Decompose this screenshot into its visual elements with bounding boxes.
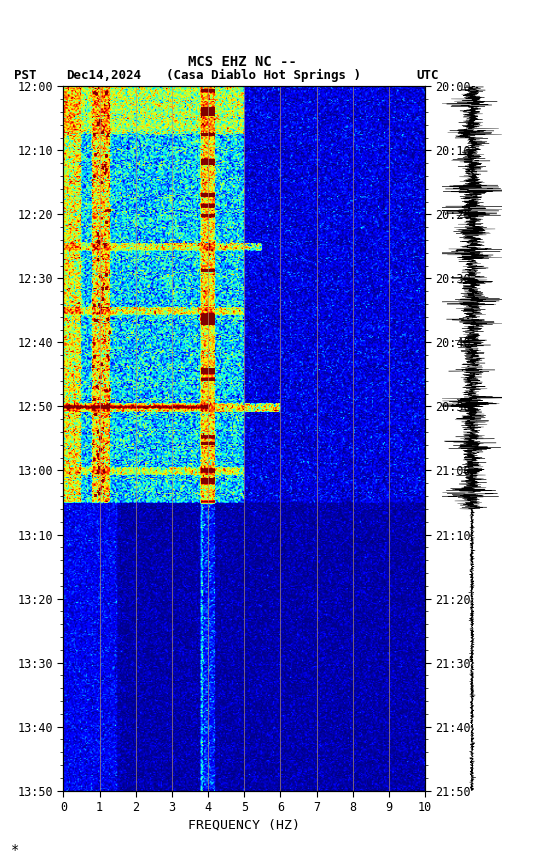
Text: UTC: UTC xyxy=(417,69,439,82)
Text: Dec14,2024: Dec14,2024 xyxy=(66,69,141,82)
Text: PST: PST xyxy=(14,69,36,82)
Text: *: * xyxy=(11,843,19,857)
X-axis label: FREQUENCY (HZ): FREQUENCY (HZ) xyxy=(188,818,300,831)
Text: (Casa Diablo Hot Springs ): (Casa Diablo Hot Springs ) xyxy=(166,69,360,82)
Text: MCS EHZ NC --: MCS EHZ NC -- xyxy=(188,55,298,69)
